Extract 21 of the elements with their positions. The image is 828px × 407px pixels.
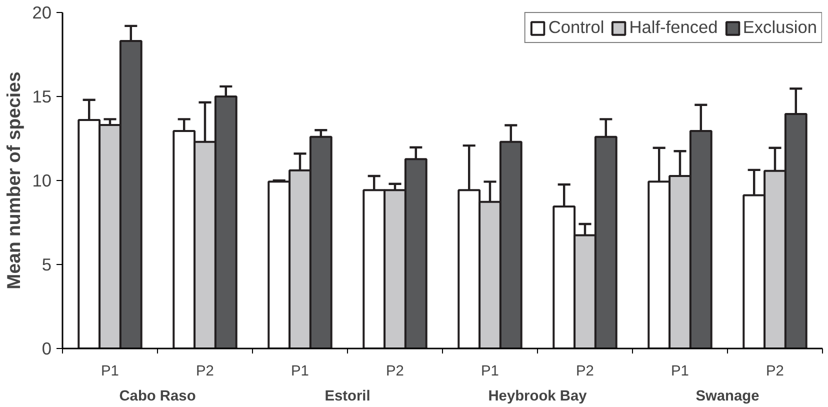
text: Heybrook Bay (488, 388, 588, 404)
text: Swanage (696, 388, 760, 404)
x-tick-label: P1 (671, 364, 689, 380)
y-tick-label: 10 (32, 170, 52, 190)
text: Estoril (324, 388, 370, 404)
x-tick-label: P2 (766, 364, 784, 380)
x-tick-label: P1 (101, 364, 119, 380)
x-tick-label: P2 (196, 364, 214, 380)
y-tick-label: 15 (32, 86, 52, 106)
legend-label: Exclusion (742, 17, 817, 38)
y-tick-label: 0 (42, 338, 52, 358)
x-tick-label: P1 (291, 364, 309, 380)
x-tick-label: P1 (481, 364, 499, 380)
y-tick-label: 20 (32, 2, 52, 22)
x-tick-label: P2 (576, 364, 594, 380)
legend-label: Half-fenced (629, 17, 718, 38)
text: Cabo Raso (119, 388, 196, 404)
y-tick-label: 5 (42, 254, 52, 274)
y-axis-title: Mean number of species (3, 72, 24, 290)
x-tick-label: P2 (386, 364, 404, 380)
legend-label: Control (548, 17, 604, 38)
